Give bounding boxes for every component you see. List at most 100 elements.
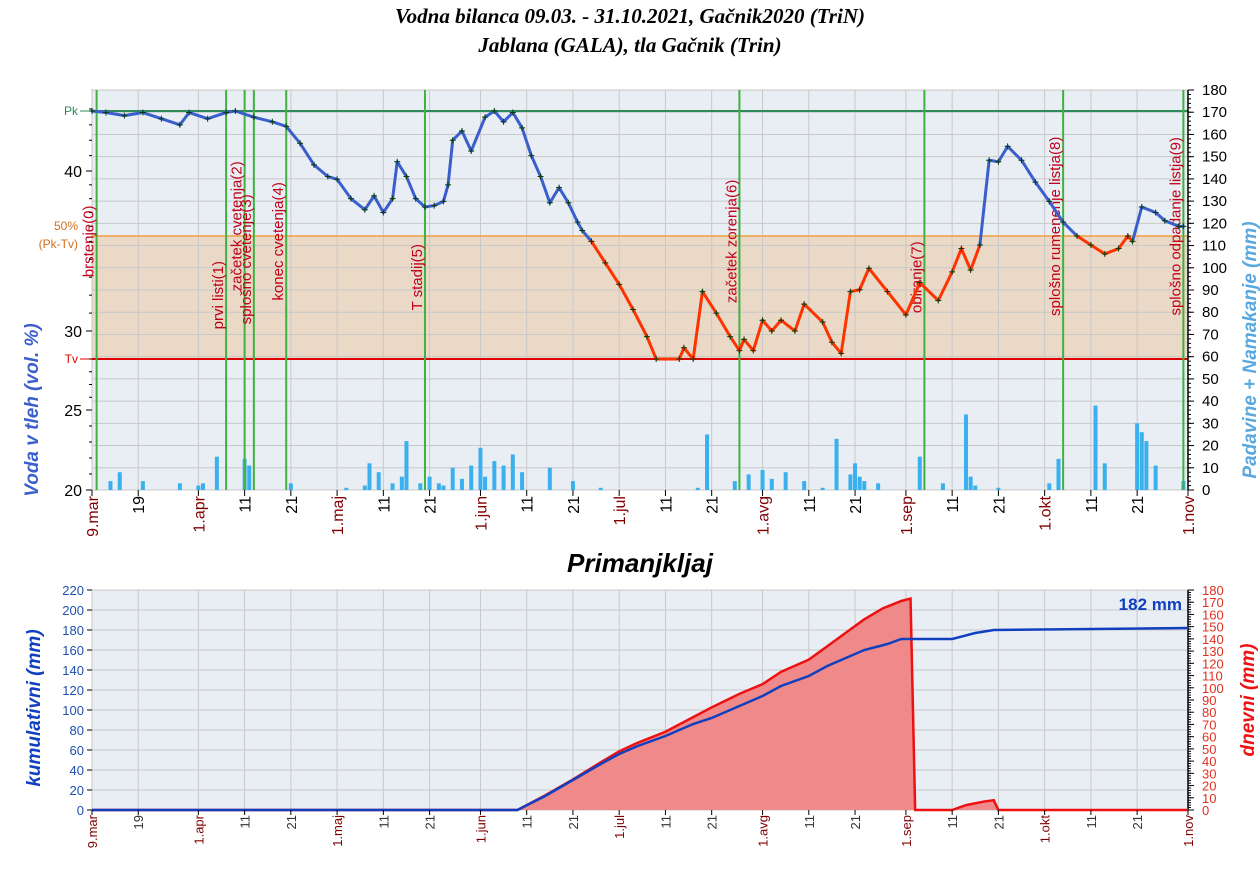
rain-bar — [1056, 458, 1061, 490]
top-x-tick-label: 21 — [284, 496, 301, 514]
soil-water-segment — [122, 111, 145, 118]
top-x-tick-label: 1.maj — [330, 496, 347, 535]
right-axis-tick-label: 180 — [1202, 82, 1227, 99]
right-axis-tick-label: 150 — [1202, 149, 1227, 166]
soil-water-segment — [737, 337, 746, 353]
soil-water-segment — [1006, 144, 1024, 162]
soil-water-point — [1018, 157, 1025, 164]
ref-label-tv: Tv — [65, 352, 78, 366]
soil-water-segment — [1061, 220, 1079, 238]
daily-axis-tick-label: 30 — [1202, 766, 1216, 781]
rain-bar — [196, 485, 201, 490]
soil-water-point — [865, 265, 872, 272]
soil-water-segment — [830, 340, 843, 355]
cum-axis-tick-label: 20 — [70, 783, 84, 798]
bottom-x-tick-label: 11 — [1084, 815, 1099, 829]
bottom-x-tick-label: 21 — [1130, 815, 1145, 829]
soil-water-point — [556, 184, 563, 191]
soil-water-segment — [270, 120, 288, 128]
rain-bar — [769, 478, 774, 490]
soil-water-segment — [557, 186, 570, 205]
left-axis-tick-label: 20 — [64, 483, 82, 500]
phenophase-label: začetek cvetenja(2) — [229, 161, 246, 291]
bottom-x-tick-label: 21 — [566, 815, 581, 829]
soil-water-point — [916, 279, 923, 286]
soil-water-point — [653, 356, 660, 362]
soil-water-point — [310, 161, 317, 168]
soil-water-point — [819, 319, 826, 326]
rain-bar — [399, 476, 404, 490]
left-axis-title: Voda v tleh (vol. %) — [22, 323, 43, 497]
rain-bar — [760, 470, 765, 490]
soil-water-point — [643, 333, 650, 340]
soil-water-segment — [1089, 243, 1107, 256]
soil-water-segment — [589, 239, 607, 265]
soil-water-point — [759, 317, 766, 324]
soil-water-point — [801, 301, 808, 308]
rain-bar — [441, 485, 446, 490]
ref-label-half-sub: (Pk-Tv) — [39, 237, 78, 251]
right-axis-tick-label: 130 — [1202, 193, 1227, 210]
soil-water-segment — [858, 266, 871, 292]
rain-bar — [862, 481, 867, 490]
soil-water-point — [1129, 238, 1136, 245]
soil-water-segment — [363, 194, 376, 212]
soil-water-segment — [414, 197, 427, 209]
top-x-tick-label: 11 — [658, 496, 675, 513]
soil-water-point — [1074, 233, 1081, 239]
soil-water-segment — [936, 270, 954, 303]
soil-water-point — [445, 181, 452, 188]
soil-water-point — [121, 112, 128, 119]
daily-axis-title: dnevni (mm) — [1238, 644, 1259, 757]
right-axis-tick-label: 120 — [1202, 215, 1227, 232]
rain-bar — [802, 481, 807, 490]
soil-water-segment — [950, 247, 963, 274]
rain-bar — [547, 467, 552, 490]
rain-bar — [288, 483, 293, 490]
right-axis-tick-label: 50 — [1202, 371, 1219, 388]
soil-water-segment — [312, 163, 330, 179]
soil-water-point — [1180, 223, 1187, 230]
phenophase-label: prvi listi(1) — [210, 261, 227, 329]
rain-bar — [1102, 463, 1107, 490]
top-x-tick-label: 1.jul — [612, 496, 629, 525]
bottom-x-tick-label: 11 — [238, 815, 253, 829]
top-x-tick-label: 11 — [238, 496, 255, 513]
soil-water-point — [389, 195, 396, 202]
bottom-x-tick-label: 21 — [848, 815, 863, 829]
soil-water-point — [741, 336, 748, 343]
bottom-x-tick-label: 11 — [945, 815, 960, 829]
soil-water-segment — [483, 109, 496, 119]
soil-water-segment — [603, 261, 621, 286]
soil-water-point — [139, 109, 146, 116]
daily-axis-tick-label: 10 — [1202, 791, 1216, 806]
soil-water-point — [176, 121, 183, 128]
soil-water-segment — [187, 111, 210, 121]
rain-bar — [247, 465, 252, 490]
bottom-x-tick-label: 1.apr — [191, 814, 206, 844]
soil-water-point — [736, 347, 743, 354]
top-x-tick-label: 21 — [705, 496, 722, 514]
soil-water-segment — [576, 220, 584, 232]
rain-bar — [964, 414, 969, 490]
rain-bar — [450, 467, 455, 490]
rain-bar — [705, 434, 710, 490]
top-x-tick-label: 1.okt — [1038, 495, 1055, 530]
soil-water-point — [371, 192, 378, 199]
soil-water-segment — [918, 281, 940, 303]
left-axis-tick-label: 25 — [64, 403, 82, 420]
soil-water-point — [565, 199, 572, 206]
right-axis-tick-label: 170 — [1202, 104, 1227, 121]
rain-bar — [1144, 441, 1149, 490]
soil-water-point — [537, 173, 544, 180]
soil-water-segment — [779, 318, 797, 333]
soil-water-segment — [793, 302, 806, 333]
soil-water-point — [727, 333, 734, 340]
soil-water-point — [902, 311, 909, 318]
rain-bar — [469, 465, 474, 490]
cum-axis-tick-label: 120 — [62, 683, 84, 698]
soil-water-point — [380, 209, 387, 216]
soil-water-segment — [700, 290, 718, 315]
rain-bar — [108, 481, 113, 490]
